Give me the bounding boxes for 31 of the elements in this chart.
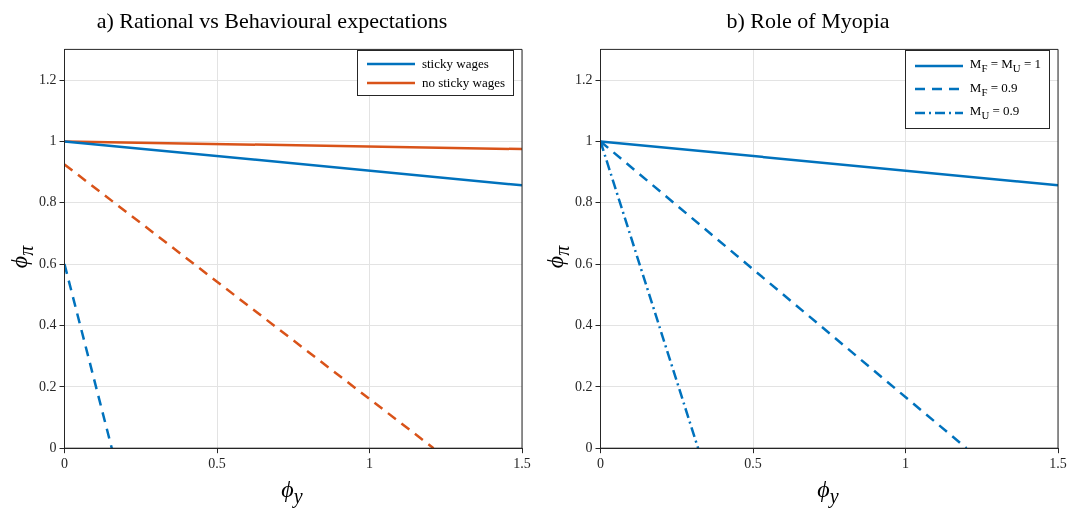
y-tick-label: 1.2: [575, 71, 593, 87]
chart-title: a) Rational vs Behavioural expectations: [95, 8, 449, 35]
y-tick-label: 0.6: [39, 255, 57, 271]
legend-label: no sticky wages: [421, 74, 505, 92]
x-axis-title: ϕ$_{y}$: [280, 476, 304, 508]
y-tick-label: 0.4: [575, 317, 593, 333]
y-tick-label: 0.4: [39, 317, 57, 333]
y-tick-label: 0: [585, 439, 593, 455]
legend-label: M$_{F}$ = 0.9: [969, 78, 1018, 100]
x-tick-label: 0: [597, 456, 604, 472]
y-tick-label: 0.2: [39, 378, 57, 394]
y-tick-label: 1.2: [39, 71, 57, 87]
x-tick-label: 1: [366, 456, 373, 472]
y-tick-label: 1: [585, 133, 593, 149]
x-tick-label: 1.5: [513, 456, 531, 472]
y-tick-label: 0.6: [575, 255, 593, 271]
y-tick-label: 0.8: [39, 194, 57, 210]
x-tick-label: 1: [902, 456, 909, 472]
y-tick-label: 0.8: [575, 194, 593, 210]
x-axis-title: ϕ$_{y}$: [816, 476, 840, 508]
y-tick-label: 0: [49, 439, 57, 455]
x-tick-label: 0.5: [208, 456, 226, 472]
legend-label: M$_{F}$ = M$_{U}$ = 1: [969, 55, 1041, 76]
chart-title: b) Role of Myopia: [725, 8, 891, 35]
legend-label: sticky wages: [421, 55, 489, 73]
x-tick-label: 1.5: [1049, 456, 1067, 472]
x-tick-label: 0.5: [744, 456, 762, 472]
y-tick-label: 0.2: [575, 378, 593, 394]
legend-label: M$_{U}$ = 0.9: [969, 102, 1020, 123]
y-tick-label: 1: [49, 133, 57, 149]
x-tick-label: 0: [61, 456, 68, 472]
